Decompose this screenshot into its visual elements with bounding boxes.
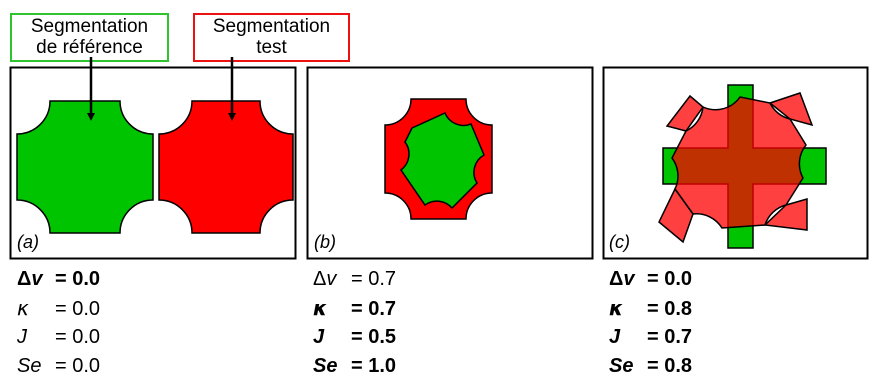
metric-jaccard-name: J [313,323,351,352]
legend-test: Segmentation test [193,13,350,62]
metric-delta-v-value: = 0.0 [55,268,101,290]
metric-sensitivity-name: Se [609,352,647,381]
panel-b-metrics: Δv = 0.7 κ = 0.7 J = 0.5 Se = 1.0 [313,265,396,381]
metric-variable: Se [17,355,42,377]
metric-delta-v: Δv = 0.0 [609,265,692,294]
metric-variable: v [326,268,337,290]
metric-variable: Se [313,355,338,377]
legend-test-line1: Segmentation [212,16,331,37]
metric-sensitivity-name: Se [313,352,351,381]
metric-sensitivity: Se = 0.0 [17,352,100,381]
metric-jaccard-name: J [17,323,55,352]
panel-c-frame [602,66,869,260]
panel-b-reference-shape [399,111,485,210]
panel-a-test-shape [158,100,294,234]
panel-c-test-lobe-bottom-left [658,187,694,244]
panel-c-test-lobe-bottom-right [763,198,808,231]
metric-kappa-value: = 0.8 [647,298,693,320]
metric-variable: v [31,268,43,290]
metric-variable: Se [609,355,634,377]
metric-sensitivity-value: = 0.8 [647,355,693,377]
panel-c-metrics: Δv = 0.0 κ = 0.8 J = 0.7 Se = 0.8 [609,265,692,381]
panel-a-frame [9,66,297,260]
panel-c-label: (c) [609,232,630,252]
metric-delta-v: Δv = 0.0 [17,265,100,294]
metric-sensitivity: Se = 1.0 [313,352,396,381]
metric-delta-v-name: Δv [313,265,351,294]
metric-kappa-name: κ [17,294,55,323]
panel-a-metrics: Δv = 0.0 κ = 0.0 J = 0.0 Se = 0.0 [17,265,100,381]
legend-reference-line1: Segmentation [30,16,149,37]
panel-a-reference-shape [16,100,154,234]
metric-variable: κ [609,296,624,320]
metric-jaccard-value: = 0.0 [55,326,101,348]
metric-delta-v: Δv = 0.7 [313,265,396,294]
metric-kappa-value: = 0.7 [351,298,397,320]
legend-reference-line2: de référence [36,37,143,58]
metric-variable: v [623,268,635,290]
metric-variable: J [313,326,325,348]
metric-variable: J [609,326,621,348]
metric-variable: κ [17,296,29,320]
metric-jaccard: J = 0.5 [313,323,396,352]
metric-sensitivity-value: = 0.0 [55,355,101,377]
metric-kappa: κ = 0.8 [609,294,692,323]
metric-kappa: κ = 0.0 [17,294,100,323]
metric-delta-v-name: Δv [609,265,647,294]
metric-jaccard-value: = 0.7 [647,326,693,348]
metric-delta-symbol: Δ [313,268,327,290]
metric-sensitivity-value: = 1.0 [351,355,397,377]
panel-b-frame [306,66,594,260]
panel-c-test-shape [671,96,807,229]
metric-kappa-name: κ [313,294,351,323]
metric-jaccard: J = 0.0 [17,323,100,352]
metric-jaccard: J = 0.7 [609,323,692,352]
metric-jaccard-name: J [609,323,647,352]
panel-b-label: (b) [314,232,336,252]
metric-kappa: κ = 0.7 [313,294,396,323]
legend-test-line2: test [256,37,287,58]
metric-jaccard-value: = 0.5 [351,326,397,348]
panel-a-label: (a) [17,232,39,252]
metric-sensitivity: Se = 0.8 [609,352,692,381]
metric-sensitivity-name: Se [17,352,55,381]
metric-variable: J [17,326,27,348]
panel-c-test-lobe-top-right [768,92,814,127]
metric-delta-v-value: = 0.7 [351,268,397,290]
legend-reference: Segmentation de référence [10,13,169,62]
metric-kappa-value: = 0.0 [55,298,101,320]
metric-delta-v-name: Δv [17,265,55,294]
metric-delta-symbol: Δ [609,268,624,290]
metric-delta-v-value: = 0.0 [647,268,693,290]
panel-c-test-lobe-top-left [665,94,705,132]
metric-delta-symbol: Δ [17,268,32,290]
metric-variable: κ [313,296,328,320]
metric-kappa-name: κ [609,294,647,323]
